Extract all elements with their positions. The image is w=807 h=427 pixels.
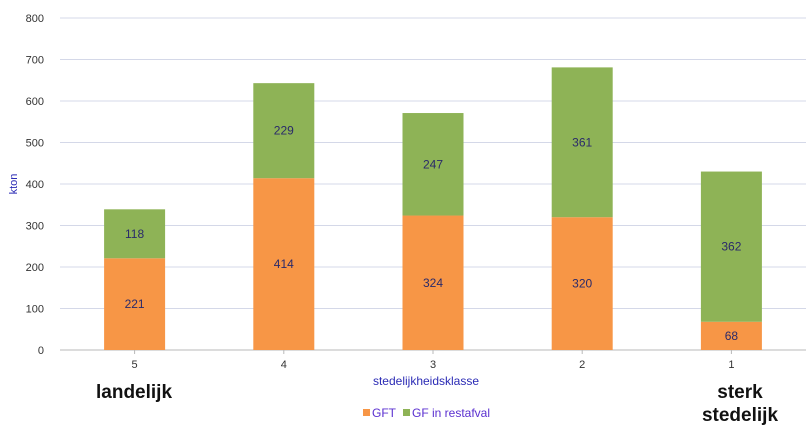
x-tick-label: 1: [728, 359, 734, 371]
x-tick-label: 4: [281, 359, 287, 371]
bar-segment-gft-4: [253, 178, 315, 350]
y-tick-label: 100: [26, 304, 44, 316]
legend: GFT GF in restafval: [363, 406, 490, 420]
legend-swatch-gft: [363, 409, 370, 416]
legend-label: GF in restafval: [412, 406, 490, 420]
bar-segment-gft-5: [104, 258, 166, 350]
bar-segment-gft-2: [551, 217, 613, 350]
data-label: 324: [423, 276, 443, 290]
x-tick-label: 2: [579, 359, 585, 371]
y-tick-label: 0: [38, 345, 44, 357]
annotation-sterk-stedelijk: sterk stedelijk: [690, 381, 790, 427]
y-tick-label: 800: [26, 13, 44, 25]
bar-segment-gf-restafval-5: [104, 209, 166, 259]
data-label: 229: [274, 124, 294, 138]
bar-segment-gf-restafval-2: [551, 67, 613, 218]
data-label: 247: [423, 157, 443, 171]
y-tick-label: 500: [26, 138, 44, 150]
bars: 221 118 414 229 324 247 320 361 68 362: [104, 67, 762, 350]
bar-segment-gf-restafval-1: [700, 171, 762, 322]
y-axis-label: kton: [8, 174, 20, 195]
y-tick-label: 700: [26, 55, 44, 67]
annotation-stedelijk: stedelijk: [701, 405, 779, 426]
legend-label: GFT: [372, 406, 397, 420]
annotation-sterk: sterk: [717, 382, 763, 403]
legend-swatch-gf-restafval: [403, 409, 410, 416]
data-label: 361: [572, 135, 592, 149]
y-tick-label: 300: [26, 221, 44, 233]
data-label: 320: [572, 277, 592, 291]
data-label: 362: [721, 240, 741, 254]
x-tick-label: 3: [430, 359, 436, 371]
data-label: 221: [125, 297, 145, 311]
bar-segment-gft-1: [700, 321, 762, 350]
bar-segment-gf-restafval-3: [402, 113, 464, 216]
annotation-landelijk: landelijk: [96, 382, 173, 403]
bar-segment-gf-restafval-4: [253, 83, 315, 179]
data-label: 68: [725, 329, 739, 343]
y-tick-label: 200: [26, 262, 44, 274]
y-axis-ticks: 0 100 200 300 400 500 600 700 800: [26, 13, 44, 357]
x-axis-label: stedelijkheidsklasse: [373, 374, 479, 388]
bar-segment-gft-3: [402, 215, 464, 350]
x-axis-ticks: 5 4 3 2 1: [132, 350, 734, 371]
data-label: 118: [125, 227, 144, 241]
y-tick-label: 600: [26, 96, 44, 108]
y-tick-label: 400: [26, 179, 44, 191]
x-tick-label: 5: [132, 359, 138, 371]
data-label: 414: [274, 257, 294, 271]
